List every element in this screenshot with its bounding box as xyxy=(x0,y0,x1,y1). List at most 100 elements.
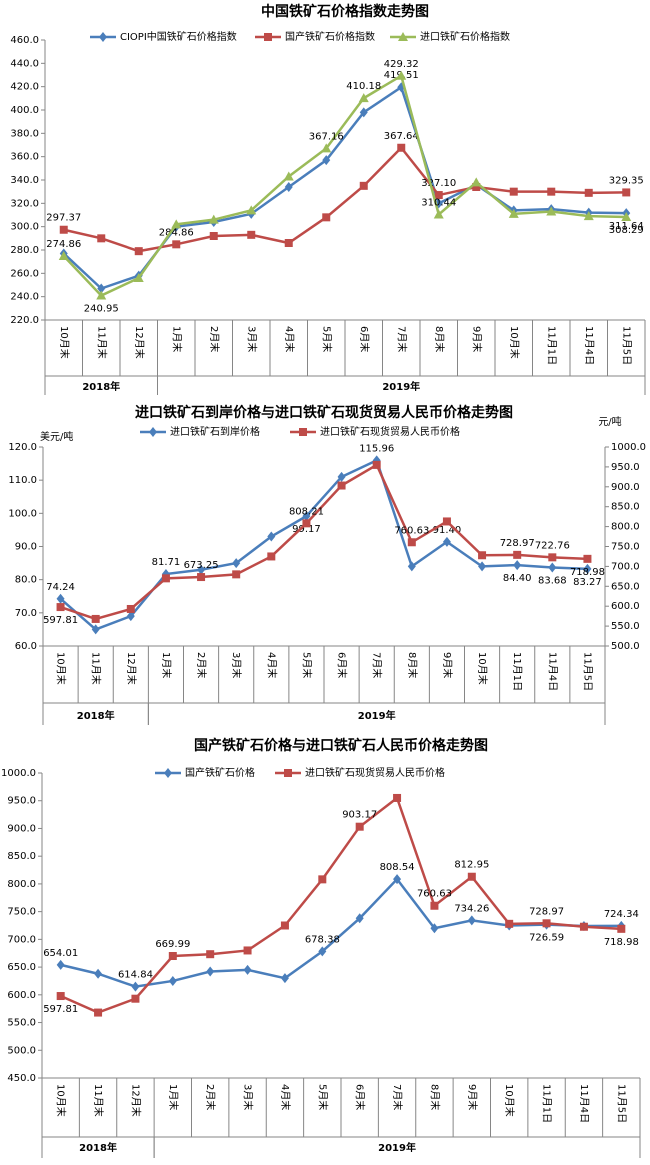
marker xyxy=(94,968,103,979)
marker xyxy=(509,187,518,196)
marker xyxy=(393,793,402,802)
data-label: 367.16 xyxy=(309,131,344,142)
x-tick-label: 8月末 xyxy=(428,1084,441,1110)
series-line xyxy=(62,85,627,290)
x-tick-label: 11月5日 xyxy=(620,326,632,365)
marker xyxy=(407,538,416,547)
group-label: 2019年 xyxy=(358,709,396,722)
y2-tick-label: 1000.0 xyxy=(611,442,646,453)
marker xyxy=(505,919,514,928)
marker xyxy=(56,593,65,604)
data-label: 81.71 xyxy=(152,557,181,568)
legend-marker xyxy=(398,32,408,41)
marker xyxy=(548,562,557,573)
data-label: 240.95 xyxy=(84,304,119,315)
marker xyxy=(467,872,476,881)
x-tick-label: 3月末 xyxy=(230,652,243,678)
marker xyxy=(280,973,289,984)
marker xyxy=(430,923,439,934)
x-tick-label: 1月末 xyxy=(160,652,173,678)
marker xyxy=(322,213,331,222)
marker xyxy=(359,181,368,190)
y-tick-label: 110.0 xyxy=(8,475,37,486)
x-tick-label: 4月末 xyxy=(283,326,296,352)
series-line xyxy=(60,795,622,1014)
data-label: 808.21 xyxy=(289,506,324,517)
y-tick-label: 850.0 xyxy=(7,851,36,862)
data-label: 722.76 xyxy=(535,540,570,551)
y-tick-label: 240.0 xyxy=(10,292,39,303)
x-tick-label: 3月末 xyxy=(242,1084,255,1110)
x-tick-label: 4月末 xyxy=(279,1084,292,1110)
x-tick-label: 9月末 xyxy=(441,652,454,678)
legend-marker xyxy=(284,769,292,777)
marker xyxy=(209,232,218,240)
marker xyxy=(267,552,276,561)
marker xyxy=(621,211,632,221)
group-label: 2018年 xyxy=(77,709,115,722)
marker xyxy=(434,191,443,200)
y-tick-label: 420.0 xyxy=(10,82,39,93)
x-tick-label: 6月末 xyxy=(354,1084,367,1110)
y-tick-label: 600.0 xyxy=(7,990,36,1001)
x-tick-label: 10月末 xyxy=(58,326,71,359)
marker xyxy=(97,234,106,243)
marker xyxy=(206,950,215,959)
y-tick-label: 400.0 xyxy=(10,105,39,116)
marker xyxy=(56,959,65,970)
data-label: 728.97 xyxy=(529,906,564,917)
legend-label: 国产铁矿石价格指数 xyxy=(285,30,375,43)
data-label: 308.29 xyxy=(609,225,644,236)
x-tick-label: 8月末 xyxy=(433,326,446,352)
y2-tick-label: 800.0 xyxy=(611,522,640,533)
marker xyxy=(206,966,215,977)
data-label: 718.98 xyxy=(570,567,605,578)
marker xyxy=(131,981,140,992)
marker xyxy=(284,239,293,247)
x-tick-label: 11月5日 xyxy=(581,652,593,691)
data-label: 726.59 xyxy=(529,933,564,944)
marker xyxy=(133,273,144,282)
marker xyxy=(372,460,381,469)
data-label: 311.64 xyxy=(609,221,644,232)
marker xyxy=(280,921,289,930)
y-tick-label: 80.0 xyxy=(15,575,37,586)
marker xyxy=(232,570,241,579)
legend-marker xyxy=(264,33,272,41)
x-tick-label: 11月4日 xyxy=(546,652,558,691)
marker xyxy=(471,177,482,187)
series-line xyxy=(62,73,627,298)
y-tick-label: 300.0 xyxy=(10,222,39,233)
series-line xyxy=(60,463,588,621)
data-label: 327.10 xyxy=(421,178,456,189)
y-tick-label: 380.0 xyxy=(10,128,39,139)
marker xyxy=(355,822,364,831)
y-tick-label: 440.0 xyxy=(10,58,39,69)
y-tick-label: 90.0 xyxy=(15,542,37,553)
data-label: 91.40 xyxy=(433,525,462,536)
y-tick-label: 260.0 xyxy=(10,268,39,279)
marker xyxy=(583,211,594,221)
x-tick-label: 2月末 xyxy=(208,326,221,352)
marker xyxy=(172,240,181,249)
marker xyxy=(302,511,311,522)
series-line xyxy=(60,877,622,988)
marker xyxy=(171,219,182,229)
x-tick-label: 11月5日 xyxy=(615,1084,627,1123)
y-tick-label: 460.0 xyxy=(10,35,39,46)
marker xyxy=(126,604,135,613)
data-label: 274.86 xyxy=(46,239,81,250)
legend-label: CIOPI中国铁矿石价格指数 xyxy=(120,30,237,43)
marker xyxy=(322,155,331,166)
marker xyxy=(318,875,327,884)
marker xyxy=(337,471,346,482)
marker xyxy=(583,554,592,563)
data-label: 99.17 xyxy=(292,524,321,535)
data-label: 410.18 xyxy=(346,81,381,92)
marker xyxy=(283,171,294,181)
data-label: 329.35 xyxy=(609,175,644,186)
x-tick-label: 10月末 xyxy=(476,652,489,685)
legend-label: 国产铁矿石价格 xyxy=(185,766,255,779)
